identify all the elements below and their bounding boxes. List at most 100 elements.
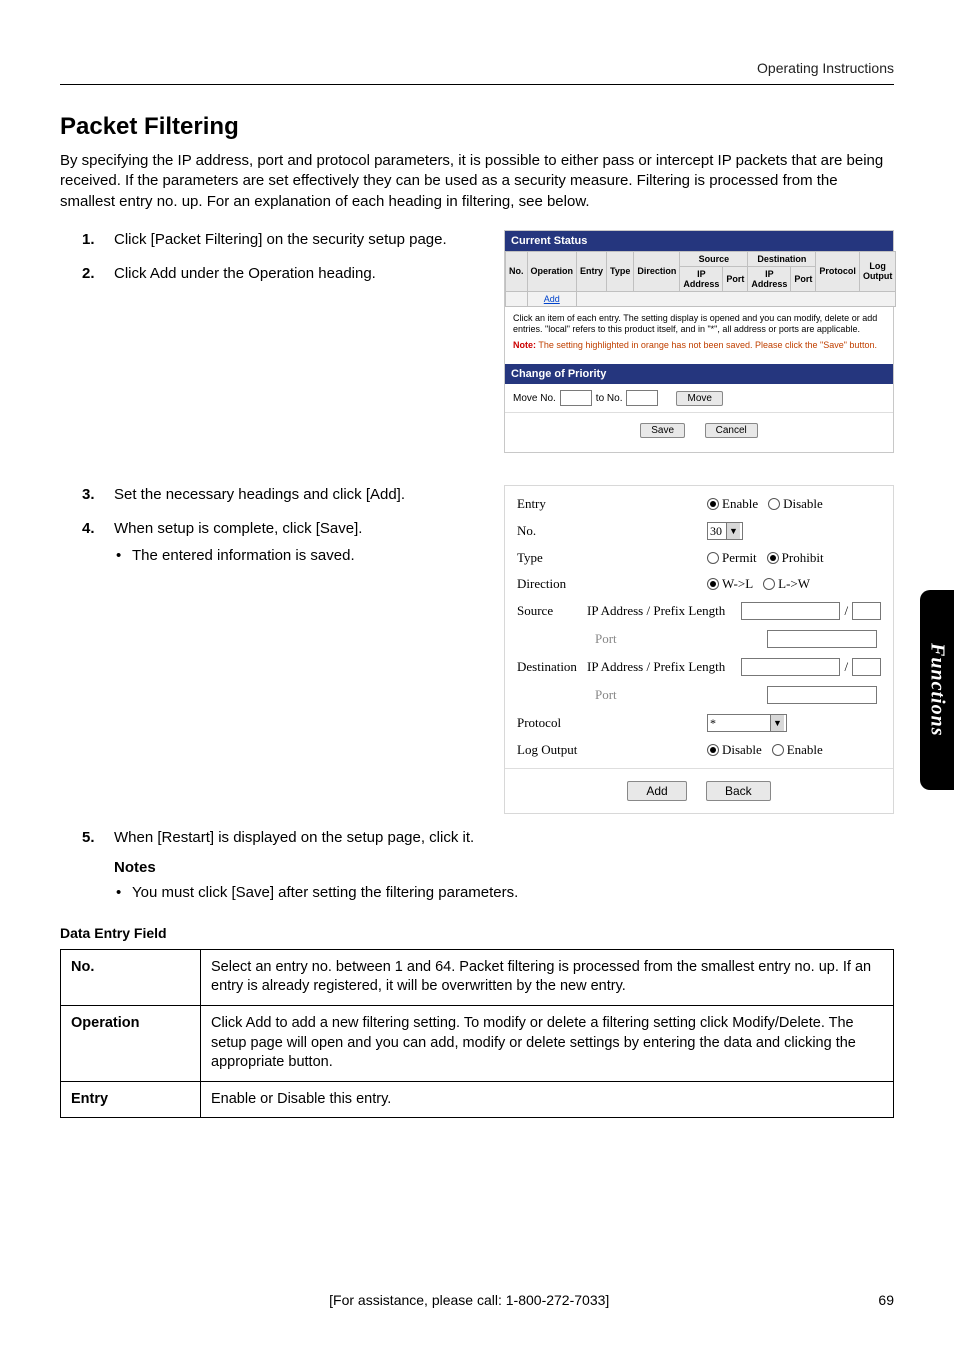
running-header: Operating Instructions bbox=[60, 60, 894, 85]
cell-key: No. bbox=[61, 949, 201, 1005]
radio-label: Enable bbox=[787, 742, 823, 758]
radio-label: Disable bbox=[722, 742, 762, 758]
row-protocol: Protocol *▼ bbox=[517, 714, 881, 732]
chevron-down-icon: ▼ bbox=[770, 715, 784, 731]
dir-lw-radio[interactable]: L->W bbox=[763, 576, 810, 592]
move-row: Move No. to No. Move bbox=[505, 384, 893, 412]
step-num: 2. bbox=[82, 264, 100, 284]
table-row: No. Select an entry no. between 1 and 64… bbox=[61, 949, 894, 1005]
panel-heading: Change of Priority bbox=[505, 364, 893, 384]
log-disable-radio[interactable]: Disable bbox=[707, 742, 762, 758]
cancel-button[interactable]: Cancel bbox=[705, 423, 758, 438]
dest-ip-input[interactable] bbox=[741, 658, 840, 676]
radio-dot bbox=[707, 578, 719, 590]
protocol-select[interactable]: *▼ bbox=[707, 714, 787, 732]
radio-dot bbox=[772, 744, 784, 756]
cell-key: Operation bbox=[61, 1006, 201, 1082]
col-log-output: Log Output bbox=[859, 251, 895, 291]
log-enable-radio[interactable]: Enable bbox=[772, 742, 823, 758]
radio-dot bbox=[707, 498, 719, 510]
radio-dot bbox=[707, 552, 719, 564]
type-prohibit-radio[interactable]: Prohibit bbox=[767, 550, 824, 566]
data-entry-heading: Data Entry Field bbox=[60, 925, 894, 941]
step-5: 5. When [Restart] is displayed on the se… bbox=[82, 828, 894, 903]
entry-disable-radio[interactable]: Disable bbox=[768, 496, 823, 512]
step-num: 3. bbox=[82, 485, 100, 505]
cell-add: Add bbox=[527, 291, 577, 306]
slash: / bbox=[840, 603, 852, 619]
source-prefix-input[interactable] bbox=[852, 602, 881, 620]
cell-value: Select an entry no. between 1 and 64. Pa… bbox=[201, 949, 894, 1005]
panel-heading: Current Status bbox=[505, 231, 893, 251]
notes-heading: Notes bbox=[114, 858, 894, 878]
move-button[interactable]: Move bbox=[676, 391, 722, 406]
current-status-panel: Current Status No. Operation Entry Type … bbox=[504, 230, 894, 453]
row-direction: Direction W->L L->W bbox=[517, 576, 881, 592]
type-permit-radio[interactable]: Permit bbox=[707, 550, 757, 566]
step-text: When setup is complete, click [Save]. bbox=[114, 520, 362, 537]
move-to-input[interactable] bbox=[626, 390, 658, 406]
save-button[interactable]: Save bbox=[640, 423, 685, 438]
col-dst-ip: IP Address bbox=[748, 266, 791, 291]
col-operation: Operation bbox=[527, 251, 577, 291]
radio-dot bbox=[768, 498, 780, 510]
select-value: * bbox=[710, 716, 716, 731]
col-source: Source bbox=[680, 251, 748, 266]
button-row: Save Cancel bbox=[505, 412, 893, 452]
table-row: Operation Click Add to add a new filteri… bbox=[61, 1006, 894, 1082]
step-num: 5. bbox=[82, 828, 100, 903]
step-num: 4. bbox=[82, 519, 100, 566]
dir-wl-radio[interactable]: W->L bbox=[707, 576, 753, 592]
side-tab-functions: Functions bbox=[920, 590, 954, 790]
add-link[interactable]: Add bbox=[544, 294, 560, 304]
step-2: 2. Click Add under the Operation heading… bbox=[82, 264, 486, 284]
entry-label: Entry bbox=[517, 496, 707, 512]
source-port-input[interactable] bbox=[767, 630, 877, 648]
step-3: 3. Set the necessary headings and click … bbox=[82, 485, 486, 505]
step-body: When setup is complete, click [Save]. Th… bbox=[114, 519, 486, 566]
radio-dot bbox=[767, 552, 779, 564]
step-body: Set the necessary headings and click [Ad… bbox=[114, 485, 486, 505]
cell-blank bbox=[577, 291, 896, 306]
back-button[interactable]: Back bbox=[706, 781, 771, 801]
select-value: 30 bbox=[710, 524, 722, 539]
note-label: Note: bbox=[513, 340, 536, 350]
step-4: 4. When setup is complete, click [Save].… bbox=[82, 519, 486, 566]
col-src-port: Port bbox=[723, 266, 748, 291]
dest-port-input[interactable] bbox=[767, 686, 877, 704]
cell-value: Enable or Disable this entry. bbox=[201, 1081, 894, 1118]
col-no: No. bbox=[506, 251, 528, 291]
move-from-input[interactable] bbox=[560, 390, 592, 406]
step-text: When [Restart] is displayed on the setup… bbox=[114, 829, 474, 846]
notes-bullet: You must click [Save] after setting the … bbox=[114, 883, 894, 903]
step-body: Click Add under the Operation heading. bbox=[114, 264, 486, 284]
col-protocol: Protocol bbox=[816, 251, 860, 291]
add-button[interactable]: Add bbox=[627, 781, 686, 801]
source-ip-input[interactable] bbox=[741, 602, 840, 620]
type-label: Type bbox=[517, 550, 707, 566]
step-1: 1. Click [Packet Filtering] on the secur… bbox=[82, 230, 486, 250]
radio-label: Disable bbox=[783, 496, 823, 512]
page-title: Packet Filtering bbox=[60, 113, 894, 141]
col-entry: Entry bbox=[577, 251, 607, 291]
step-sub-bullet: The entered information is saved. bbox=[114, 546, 486, 566]
dest-prefix-input[interactable] bbox=[852, 658, 881, 676]
ip-prefix-label: IP Address / Prefix Length bbox=[587, 659, 741, 675]
entry-enable-radio[interactable]: Enable bbox=[707, 496, 758, 512]
table-row: Entry Enable or Disable this entry. bbox=[61, 1081, 894, 1118]
cell-key: Entry bbox=[61, 1081, 201, 1118]
protocol-label: Protocol bbox=[517, 715, 707, 731]
ip-prefix-label: IP Address / Prefix Length bbox=[587, 603, 741, 619]
row-log-output: Log Output Disable Enable bbox=[517, 742, 881, 758]
col-dst-port: Port bbox=[791, 266, 816, 291]
col-type: Type bbox=[607, 251, 634, 291]
no-select[interactable]: 30▼ bbox=[707, 522, 743, 540]
radio-dot bbox=[763, 578, 775, 590]
no-label: No. bbox=[517, 523, 707, 539]
status-table: No. Operation Entry Type Direction Sourc… bbox=[505, 251, 896, 307]
cell-blank bbox=[506, 291, 528, 306]
row-dest-ip: Destination IP Address / Prefix Length / bbox=[517, 658, 881, 676]
page-footer: [For assistance, please call: 1-800-272-… bbox=[60, 1292, 894, 1308]
footer-assistance: [For assistance, please call: 1-800-272-… bbox=[329, 1292, 609, 1308]
entry-form-panel: Entry Enable Disable No. 30▼ Type Permit… bbox=[504, 485, 894, 814]
